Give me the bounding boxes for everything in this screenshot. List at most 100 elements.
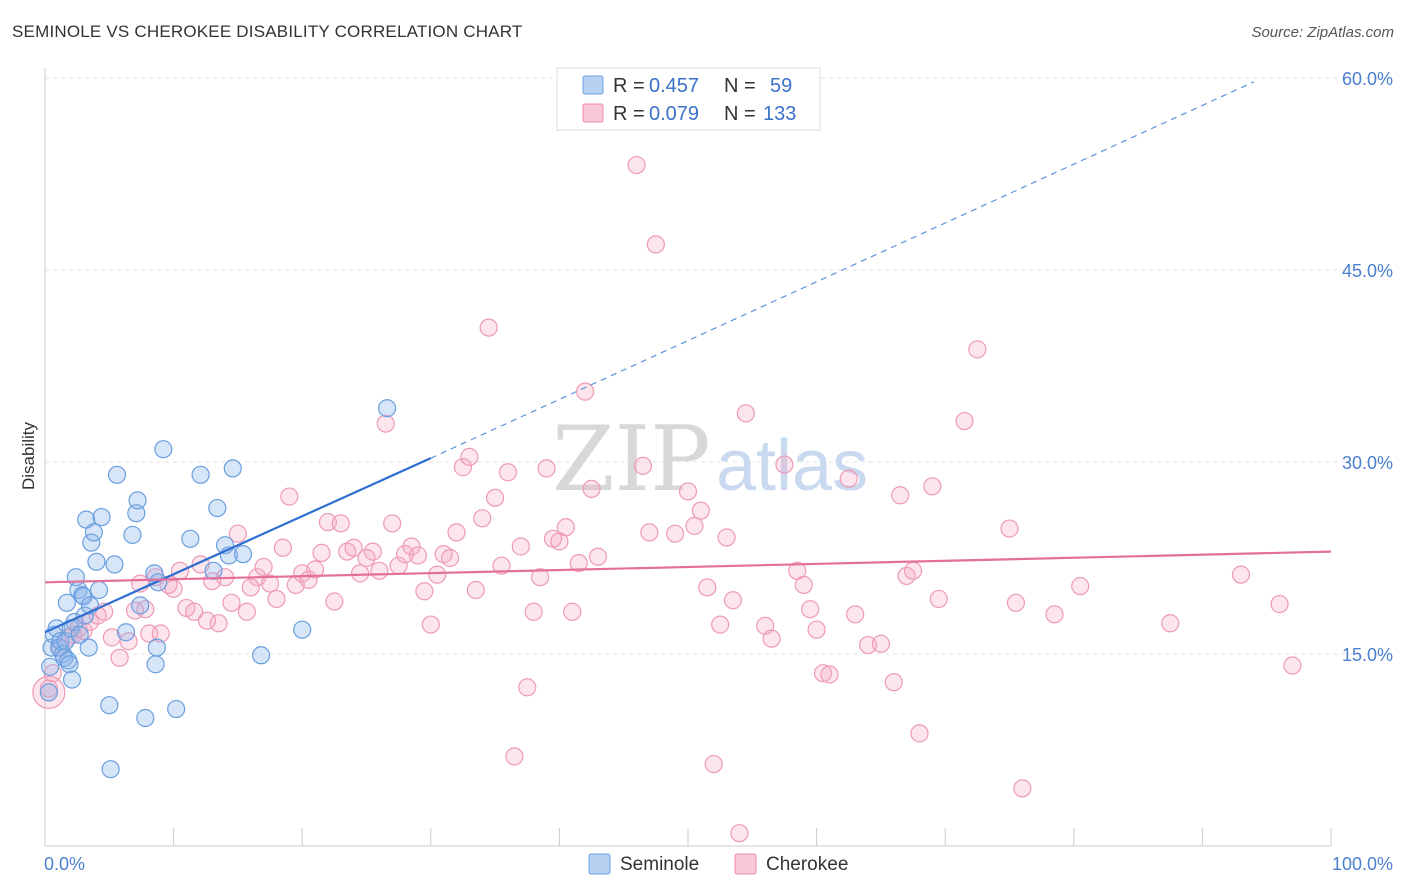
cherokee-point <box>807 620 826 639</box>
legend-item-cherokee-swatch <box>734 853 757 875</box>
seminole-point <box>251 646 271 665</box>
seminole-point <box>70 625 89 644</box>
stats-legend: R = 0.457 N = 59 R = 0.079 N = 133 <box>556 67 821 131</box>
cherokee-point <box>39 679 58 698</box>
x-tick-label-0: 0.0% <box>44 854 85 874</box>
cherokee-point <box>331 514 350 533</box>
cherokee-point <box>698 578 717 597</box>
cherokee-point <box>524 602 543 621</box>
seminole-point <box>167 699 186 719</box>
cherokee-point <box>447 523 466 542</box>
seminole-point <box>39 683 58 702</box>
cherokee-point <box>428 565 447 584</box>
chart-title: SEMINOLE VS CHEROKEE DISABILITY CORRELAT… <box>12 22 523 41</box>
seminole-point <box>128 491 147 510</box>
legend-r-value-1: 0.457 <box>649 75 699 97</box>
seminole-point <box>181 529 200 548</box>
y-axis-title: Disability <box>19 421 38 490</box>
seminole-point <box>62 670 82 689</box>
seminole-point <box>100 696 119 715</box>
cherokee-point <box>1000 519 1019 538</box>
y-tick-label-0: 15.0% <box>1342 645 1393 665</box>
cherokee-point <box>505 747 524 766</box>
seminole-point <box>146 655 165 674</box>
cherokee-point <box>305 560 325 579</box>
seminole-point <box>123 525 142 545</box>
cherokee-point <box>383 514 402 533</box>
cherokee-point <box>110 648 129 667</box>
seminole-point <box>131 596 150 615</box>
legend-r-label-2: R = <box>613 103 645 125</box>
legend-n-value-2: 133 <box>763 103 796 125</box>
y-tick-labels: 15.0% 30.0% 45.0% 60.0% <box>1342 69 1393 665</box>
cherokee-point <box>1161 614 1180 633</box>
cherokee-point <box>209 614 228 633</box>
legend-n-label-2: N = <box>724 103 756 125</box>
cherokee-point <box>556 518 575 537</box>
cherokee-point <box>576 382 595 401</box>
cherokee-point <box>736 404 755 423</box>
cherokee-point <box>640 523 659 542</box>
seminole-point <box>89 580 109 600</box>
seminole-point <box>101 760 120 779</box>
seminole-point <box>60 655 79 674</box>
seminole-trend-extension <box>430 81 1255 459</box>
cherokee-point <box>228 524 247 543</box>
seminole-point <box>147 638 166 657</box>
cherokee-point <box>350 564 370 583</box>
seminole-point <box>223 459 242 478</box>
cherokee-point <box>691 501 710 520</box>
cherokee-point <box>569 554 588 573</box>
cherokee-point <box>1006 593 1026 612</box>
cherokee-point <box>151 624 170 643</box>
cherokee-point <box>32 675 66 710</box>
cherokee-point <box>929 589 948 609</box>
cherokee-point <box>884 673 903 692</box>
cherokee-point <box>704 754 723 774</box>
seminole-point <box>136 708 155 728</box>
y-tick-label-2: 45.0% <box>1342 261 1393 281</box>
cherokee-point <box>813 664 833 683</box>
cherokee-point <box>723 591 743 610</box>
cherokee-point <box>891 486 910 505</box>
legend-n-label-1: N = <box>724 75 756 97</box>
cherokee-point <box>260 574 280 593</box>
cherokee-point <box>185 602 204 621</box>
cherokee-point <box>846 605 865 624</box>
series-legend: Seminole Cherokee <box>588 853 848 875</box>
watermark: ZIP atlas <box>552 407 868 512</box>
gridlines <box>45 77 1392 655</box>
cherokee-point <box>858 635 878 655</box>
cherokee-point <box>486 488 505 507</box>
cherokee-point <box>1013 779 1032 798</box>
watermark-zip: ZIP <box>552 407 711 512</box>
seminole-point <box>191 465 210 484</box>
cherokee-point <box>498 463 518 482</box>
seminole-point <box>73 586 92 605</box>
seminole-point <box>293 620 312 639</box>
cherokee-point <box>344 538 363 557</box>
cherokee-point <box>415 582 434 601</box>
seminole-point <box>105 555 124 574</box>
cherokee-point <box>1071 577 1090 596</box>
cherokee-point <box>164 579 183 598</box>
cherokee-point <box>923 477 942 496</box>
cherokee-point <box>440 548 460 568</box>
cherokee-point <box>241 578 260 597</box>
cherokee-point <box>678 482 698 501</box>
cherokee-point <box>646 235 665 254</box>
legend-item-cherokee: Cherokee <box>766 854 848 875</box>
cherokee-point <box>955 411 974 431</box>
cherokee-point <box>563 602 582 621</box>
cherokee-point <box>325 592 344 611</box>
cherokee-trend-line <box>44 550 1332 584</box>
cherokee-point <box>903 561 923 580</box>
seminole-point <box>107 465 127 484</box>
cherokee-point <box>775 455 794 474</box>
cherokee-point <box>273 538 293 557</box>
cherokee-point <box>794 575 813 594</box>
cherokee-point <box>1231 565 1251 584</box>
cherokee-point <box>537 459 556 478</box>
seminole-point <box>208 498 227 518</box>
cherokee-point <box>197 611 217 630</box>
